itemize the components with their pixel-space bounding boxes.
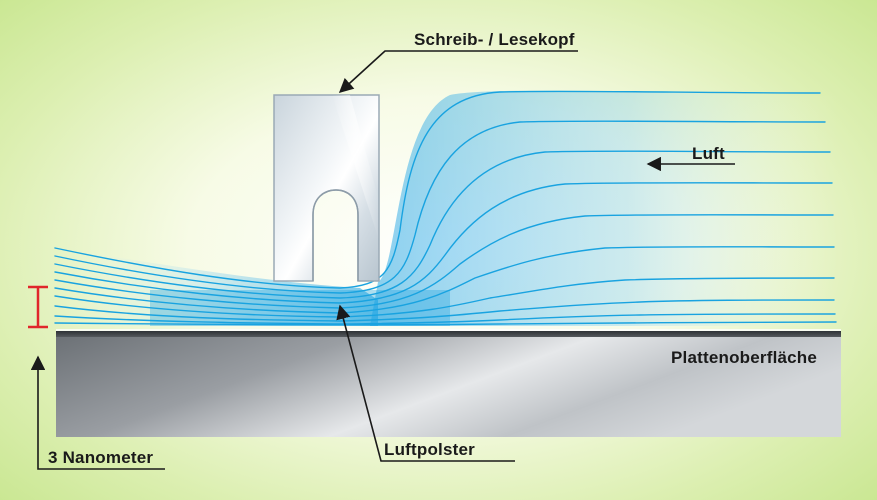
airflow-streamlines <box>54 90 837 326</box>
head-gap-opening <box>312 189 359 281</box>
streamline <box>54 299 835 322</box>
streamline <box>54 90 821 289</box>
head-label: Schreib- / Lesekopf <box>414 30 575 49</box>
streamline <box>54 182 833 304</box>
streamline <box>54 120 826 294</box>
platter <box>56 329 841 437</box>
leader-lines <box>30 50 735 470</box>
air-cushion-leader <box>336 304 515 462</box>
platter-top-edge <box>56 331 841 337</box>
air-cushion-label: Luftpolster <box>384 440 475 459</box>
streamline <box>54 246 835 314</box>
gap-size-label: 3 Nanometer <box>48 448 153 467</box>
air-glow-right <box>370 90 840 326</box>
gap-size-marker <box>28 285 48 329</box>
head-label-leader <box>338 50 410 93</box>
streamline <box>54 214 834 309</box>
read-write-head <box>273 94 380 282</box>
streamline <box>54 277 835 318</box>
head-shine <box>332 95 379 240</box>
gap-size-leader <box>30 355 165 470</box>
streamline <box>54 150 831 299</box>
air-label: Luft <box>692 144 725 163</box>
platter-body <box>56 334 841 437</box>
platter-surface-label: Plattenoberfläche <box>671 348 817 367</box>
streamline <box>54 313 836 325</box>
streamline <box>54 321 837 326</box>
